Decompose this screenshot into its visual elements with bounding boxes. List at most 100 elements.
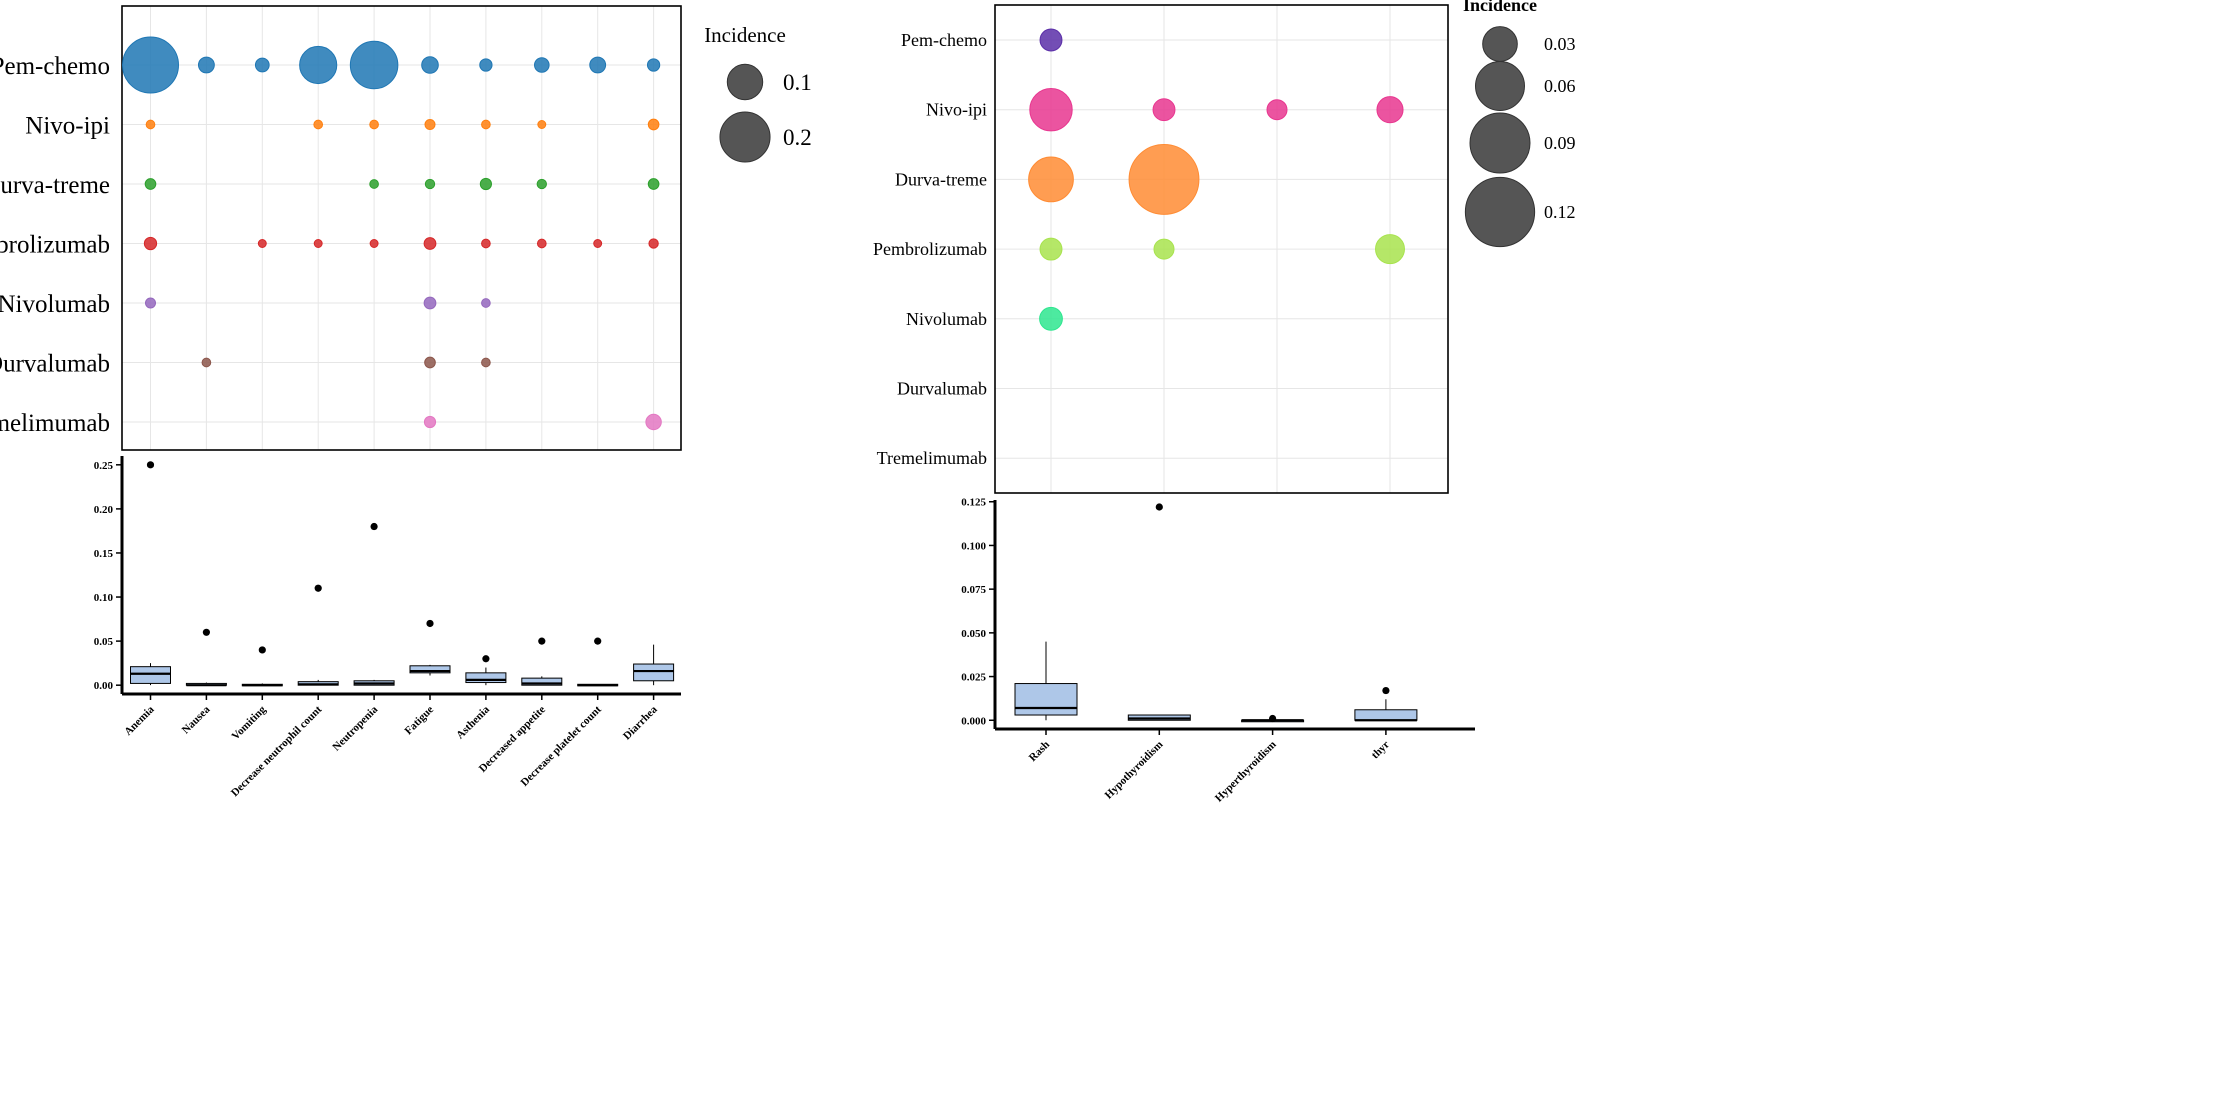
bubble-nivo-ipi-hypothyroidism — [1152, 98, 1176, 122]
bubble-tremelimumab-fatigue — [423, 415, 437, 429]
bubble-nivo-ipi-anemia — [145, 119, 156, 130]
x-tick-label-diarrhea: Diarrhea — [621, 703, 660, 742]
y-tick-label-0-000: 0.000 — [961, 715, 986, 727]
legend-label-0-1: 0.1 — [783, 70, 812, 95]
legend-label-0-03: 0.03 — [1544, 34, 1576, 54]
right-box-chart: 0.000 0.025 0.050 0.075 0.100 0.125 Rash Hypoth… — [961, 497, 1475, 804]
bubble-pem-chemo-anemia — [122, 36, 179, 94]
bubble-pem-chemo-decrease-platelet-count — [589, 56, 607, 74]
bubble-durva-treme-fatigue — [424, 178, 436, 190]
x-tick-label-fatigue: Fatigue — [403, 704, 437, 738]
outlier-asthenia-0 — [482, 655, 490, 663]
bubble-pem-chemo-diarrhea — [646, 58, 661, 72]
y-tick-label-0-05: 0.05 — [94, 636, 114, 648]
legend-label-0-12: 0.12 — [1544, 202, 1576, 222]
bubble-durva-treme-neutropenia — [369, 179, 379, 189]
box-thyr — [1354, 709, 1418, 721]
bubble-pembrolizumab-decreased-appetite — [536, 238, 547, 249]
outlier-decreased-appetite-0 — [538, 637, 546, 645]
outlier-vomiting-0 — [258, 646, 266, 654]
legend-bubble-0-09 — [1469, 112, 1531, 174]
bubble-nivolumab-anemia — [144, 297, 157, 309]
x-tick-label-neutropenia: Neutropenia — [330, 703, 380, 753]
bubble-nivo-ipi-hyperthyroidism — [1266, 99, 1288, 121]
row-label-durvalumab: Durvalumab — [0, 351, 110, 378]
outlier-decrease-neutrophil-count-0 — [314, 584, 322, 592]
row-label-nivolumab: Nivolumab — [0, 291, 110, 318]
left-box-chart: 0.00 0.05 0.10 0.15 0.20 0.25 Anemia Nausea Vomi… — [94, 456, 681, 799]
legend-label-0-06: 0.06 — [1544, 76, 1576, 96]
outlier-anemia-0 — [146, 461, 155, 469]
legend-bubble-0-2 — [719, 111, 771, 163]
x-tick-label-decrease-neutrophil-count: Decrease neutrophil count — [229, 703, 325, 799]
outlier-hyperthyroidism-0 — [1269, 714, 1277, 723]
bubble-durva-treme-rash — [1028, 156, 1074, 203]
y-tick-label-0-025: 0.025 — [961, 672, 986, 684]
x-tick-label-hypothyroidism: Hypothyroidism — [1103, 739, 1166, 802]
row-label-durva-treme: Durva-treme — [0, 172, 110, 199]
bubble-durva-treme-diarrhea — [647, 178, 660, 190]
row-label-pem-chemo: Pem-chemo — [901, 30, 987, 50]
box-anemia — [130, 666, 171, 684]
row-label-durva-treme: Durva-treme — [895, 169, 987, 189]
box-rash — [1014, 683, 1078, 716]
bubble-nivo-ipi-thyr — [1376, 96, 1404, 124]
bubble-pem-chemo-nausea — [197, 56, 215, 74]
bubble-nivo-ipi-decrease-neutrophil-count — [313, 119, 324, 130]
x-tick-label-anemia: Anemia — [122, 703, 157, 738]
row-label-pembrolizumab: Pembrolizumab — [873, 239, 987, 259]
bubble-nivo-ipi-decreased-appetite — [537, 120, 547, 129]
row-label-pem-chemo: Pem-chemo — [0, 53, 110, 80]
legend-bubble-0-06 — [1475, 61, 1525, 111]
legend-bubble-0-1 — [726, 63, 764, 101]
bubble-durva-treme-asthenia — [479, 177, 492, 191]
bubble-nivolumab-fatigue — [423, 296, 437, 310]
row-label-pembrolizumab: Pembrolizumab — [0, 232, 110, 259]
bubble-pembrolizumab-neutropenia — [369, 239, 379, 248]
legend-bubble-0-03 — [1482, 26, 1518, 62]
y-tick-label-0-125: 0.125 — [961, 497, 986, 509]
x-tick-label-nausea: Nausea — [180, 703, 213, 736]
bubble-nivo-ipi-rash — [1029, 87, 1073, 132]
bubble-pembrolizumab-fatigue — [423, 237, 437, 250]
row-label-nivo-ipi: Nivo-ipi — [25, 113, 110, 140]
x-tick-label-vomiting: Vomiting — [230, 703, 269, 742]
bubble-durva-treme-hypothyroidism — [1128, 143, 1200, 215]
bubble-nivo-ipi-asthenia — [481, 119, 491, 130]
legend-title: Incidence — [1463, 0, 1537, 15]
bubble-durvalumab-asthenia — [481, 357, 491, 368]
outlier-hypothyroidism-0 — [1155, 503, 1163, 511]
box-asthenia — [465, 672, 507, 684]
bubble-pembrolizumab-decrease-platelet-count — [593, 239, 603, 248]
bubble-pembrolizumab-vomiting — [257, 239, 267, 248]
y-tick-label-0-15: 0.15 — [94, 548, 114, 560]
outlier-thyr-0 — [1382, 686, 1390, 695]
y-tick-label-0-050: 0.050 — [961, 628, 986, 640]
row-label-durvalumab: Durvalumab — [897, 379, 987, 399]
row-label-tremelimumab: Tremelimumab — [877, 448, 987, 468]
right-bubble-chart: Pem-chemo Nivo-ipi Durva-treme Pembrolizuma… — [873, 0, 1576, 494]
bubble-pembrolizumab-decrease-neutrophil-count — [313, 239, 323, 248]
box-fatigue — [409, 665, 451, 674]
box-diarrhea — [633, 663, 675, 682]
bubble-pem-chemo-fatigue — [421, 56, 439, 74]
bubble-pembrolizumab-rash — [1039, 237, 1063, 261]
y-tick-label-0-25: 0.25 — [94, 460, 114, 472]
outlier-neutropenia-0 — [370, 522, 378, 531]
bubble-durvalumab-fatigue — [424, 356, 436, 369]
y-tick-label-0-10: 0.10 — [94, 592, 114, 604]
bubble-nivolumab-asthenia — [481, 298, 491, 308]
y-tick-label-0-00: 0.00 — [94, 680, 114, 692]
bubble-pem-chemo-rash — [1039, 28, 1063, 52]
bubble-pem-chemo-vomiting — [254, 57, 270, 73]
bubble-tremelimumab-diarrhea — [645, 413, 662, 431]
x-tick-label-rash: Rash — [1027, 739, 1052, 764]
bubble-pem-chemo-neutropenia — [349, 40, 399, 90]
legend-title: Incidence — [704, 23, 786, 47]
row-label-nivo-ipi: Nivo-ipi — [926, 100, 987, 120]
left-bubble-chart: Pem-chemo Nivo-ipi Durva-treme Pembrolizuma… — [0, 5, 812, 451]
outlier-nausea-0 — [202, 628, 210, 636]
outlier-decrease-platelet-count-0 — [594, 637, 602, 645]
bubble-pembrolizumab-thyr — [1375, 234, 1405, 265]
